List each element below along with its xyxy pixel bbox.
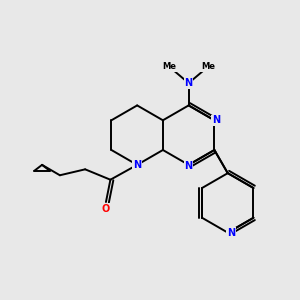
Text: Me: Me: [201, 62, 215, 71]
Text: N: N: [184, 161, 193, 171]
Text: N: N: [133, 160, 141, 170]
Text: O: O: [102, 204, 110, 214]
Text: Me: Me: [162, 62, 176, 71]
Text: N: N: [184, 78, 193, 88]
Text: N: N: [212, 115, 220, 125]
Text: N: N: [227, 228, 235, 238]
